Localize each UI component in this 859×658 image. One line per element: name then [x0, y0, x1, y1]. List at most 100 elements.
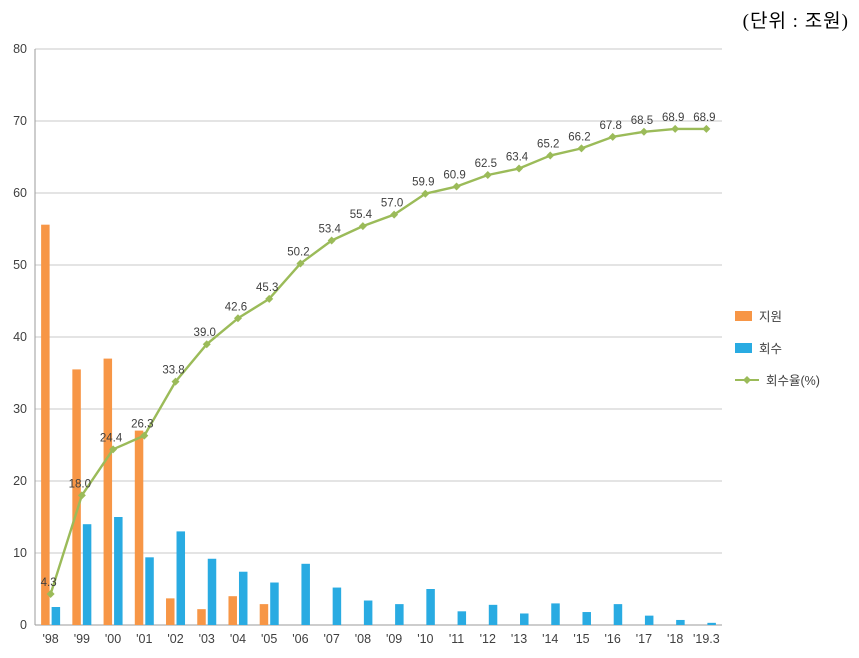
hoesu-bar [238, 571, 248, 625]
line-marker [46, 590, 55, 599]
x-axis-label: '00 [105, 632, 121, 646]
line-marker [202, 340, 211, 349]
y-axis-label: 0 [20, 618, 27, 632]
data-label: 60.9 [443, 170, 465, 182]
hoesu-bar [457, 611, 467, 625]
hoesu-bar [270, 582, 279, 625]
x-axis-label: '11 [449, 632, 464, 646]
line-marker [140, 431, 149, 440]
x-axis-label: '08 [355, 632, 371, 646]
legend-item-hoesuyul: 회수율(%) [735, 370, 820, 389]
line-marker [421, 189, 430, 198]
hoesu-bar [676, 619, 685, 625]
hoesu-bar [82, 524, 92, 625]
hoesu-bar [613, 604, 623, 625]
line-marker [327, 236, 336, 245]
hoesu-bar [332, 587, 342, 625]
data-label: 68.9 [662, 112, 684, 124]
hoesuyul-swatch [735, 375, 759, 384]
data-label: 57.0 [381, 198, 403, 210]
jiwon-bar [228, 596, 237, 625]
y-axis-label: 60 [13, 186, 27, 200]
line-marker [390, 210, 399, 219]
unit-label: (단위 : 조원) [742, 11, 849, 32]
data-label: 59.9 [412, 177, 434, 189]
x-axis-label: '07 [324, 632, 340, 646]
legend-label-hoesuyul: 회수율(%) [766, 374, 820, 388]
y-axis-label: 10 [13, 546, 27, 560]
x-axis-label: '15 [573, 632, 589, 646]
x-axis-label: '13 [511, 632, 527, 646]
x-axis-label: '19.3 [693, 632, 720, 646]
data-label: 45.3 [256, 282, 278, 294]
data-label: 26.3 [131, 419, 153, 431]
hoesu-bar [426, 589, 435, 625]
line-marker [702, 124, 711, 133]
x-axis-label: '09 [386, 632, 402, 646]
line-marker [452, 182, 461, 191]
x-axis-label: '06 [292, 632, 308, 646]
hoesu-bar [176, 531, 186, 625]
legend-item-hoesu: 회수 [735, 338, 820, 357]
hoesu-bar [114, 517, 123, 625]
y-axis-label: 30 [13, 402, 27, 416]
y-axis-label: 80 [13, 42, 27, 56]
x-axis-label: '17 [636, 632, 652, 646]
x-axis-label: '10 [417, 632, 433, 646]
data-label: 33.8 [162, 365, 184, 377]
data-label: 24.4 [100, 432, 123, 444]
line-marker [265, 294, 274, 303]
hoesu-bar [644, 615, 654, 625]
data-label: 67.8 [600, 120, 622, 132]
x-axis-label: '04 [230, 632, 246, 646]
data-label: 50.2 [287, 247, 309, 259]
line-marker [577, 144, 586, 153]
data-label: 42.6 [225, 301, 247, 313]
x-axis-label: '98 [42, 632, 58, 646]
y-axis-label: 40 [13, 330, 27, 344]
line-marker [671, 124, 680, 133]
line-marker [639, 127, 648, 136]
y-axis-label: 70 [13, 114, 27, 128]
hoesu-bar [51, 607, 61, 625]
data-label: 4.3 [41, 577, 57, 589]
jiwon-swatch [735, 310, 752, 321]
hoesu-bar [395, 604, 404, 625]
hoesu-bar [363, 600, 373, 625]
hoesu-bar [488, 604, 498, 625]
hoesu-bar [207, 558, 217, 625]
line-marker [546, 151, 555, 160]
x-axis-label: '18 [667, 632, 683, 646]
line-marker [171, 377, 180, 386]
hoesu-bar [145, 557, 154, 625]
line-marker [233, 314, 242, 323]
x-axis-label: '03 [199, 632, 215, 646]
data-label: 18.0 [69, 478, 91, 490]
jiwon-bar [259, 604, 269, 625]
x-axis-label: '12 [480, 632, 496, 646]
data-label: 53.4 [318, 224, 341, 236]
data-label: 63.4 [506, 152, 529, 164]
hoesu-bar [520, 613, 529, 625]
legend-item-jiwon: 지원 [735, 306, 820, 325]
data-label: 62.5 [475, 158, 497, 170]
hoesu-bar [551, 603, 560, 625]
hoesu-bar [301, 563, 310, 625]
y-axis-label: 20 [13, 474, 27, 488]
jiwon-bar [134, 430, 144, 625]
hoesu-bar [582, 612, 591, 625]
jiwon-bar [103, 358, 113, 625]
x-axis-label: '05 [261, 632, 277, 646]
data-label: 68.9 [693, 112, 715, 124]
x-axis-label: '14 [542, 632, 558, 646]
jiwon-bar [197, 609, 206, 625]
data-label: 65.2 [537, 139, 559, 151]
x-axis-label: '16 [605, 632, 621, 646]
data-label: 66.2 [568, 131, 590, 143]
line-marker [483, 171, 492, 179]
line-marker [608, 132, 617, 141]
data-label: 39.0 [194, 327, 216, 339]
line-marker [109, 445, 118, 454]
